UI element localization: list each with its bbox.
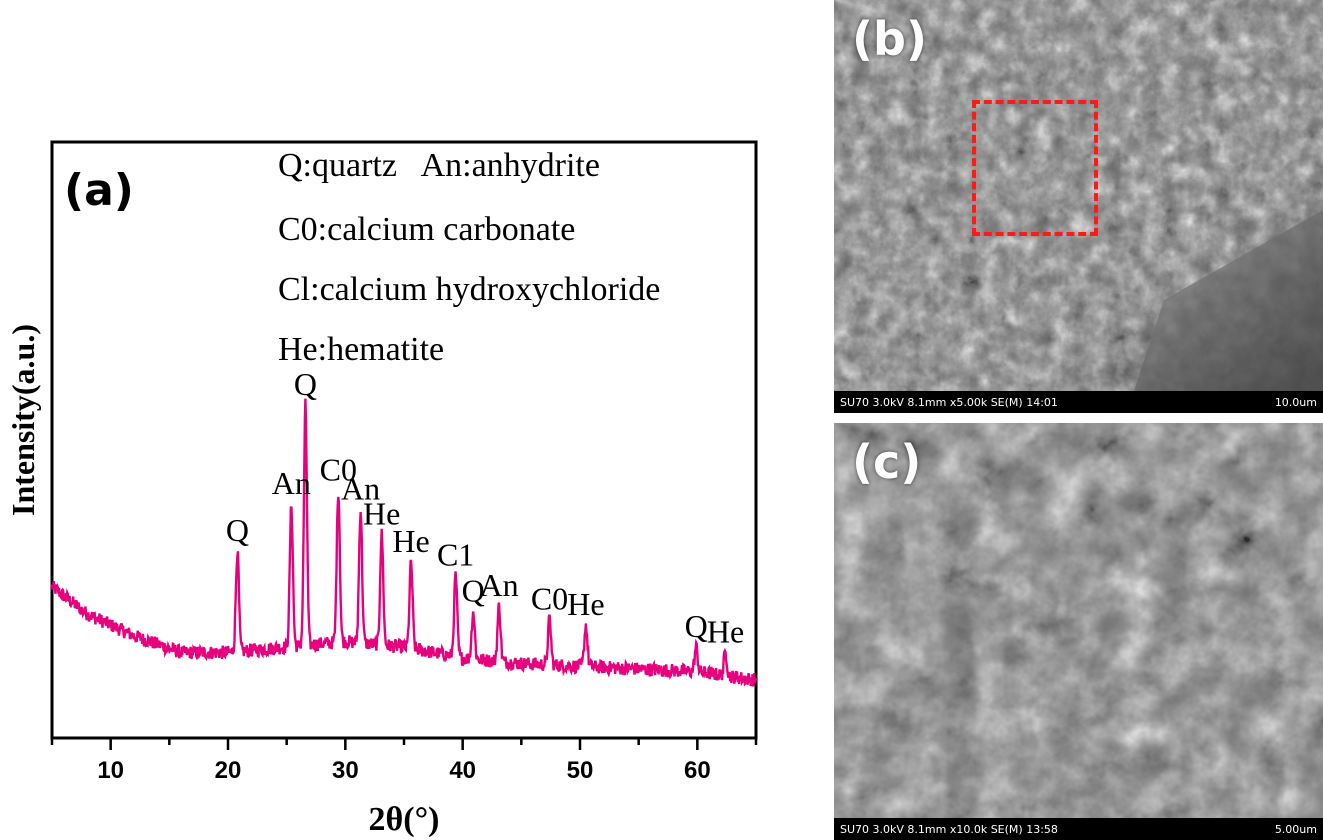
peak-label: Q bbox=[226, 512, 249, 548]
x-tick-label: 50 bbox=[567, 757, 594, 784]
x-axis bbox=[50, 738, 758, 750]
x-tick-label: 20 bbox=[215, 757, 242, 784]
y-axis-title: Intensity(a.u.) bbox=[5, 324, 41, 516]
x-tick-label: 60 bbox=[684, 757, 711, 784]
x-tick-label: 30 bbox=[332, 757, 359, 784]
legend-line-2: C0:calcium carbonate bbox=[278, 211, 575, 248]
peak-label: He bbox=[392, 523, 429, 559]
zoom-region-box bbox=[972, 100, 1098, 236]
peak-label: He bbox=[363, 495, 400, 531]
xrd-trace-line bbox=[50, 398, 758, 687]
peak-label: Q bbox=[294, 366, 317, 402]
sem-info-bar-b: SU70 3.0kV 8.1mm x5.00k SE(M) 14:01 10.0… bbox=[834, 391, 1323, 413]
peak-label: Q bbox=[462, 572, 485, 608]
peak-label: An bbox=[479, 567, 518, 603]
panel-label-a: (a) bbox=[64, 165, 134, 216]
legend-line-3: Cl:calcium hydroxychloride bbox=[278, 271, 660, 308]
peak-label: C0 bbox=[531, 581, 568, 617]
panel-label-b: (b) bbox=[852, 12, 927, 66]
sem-info-bar-c: SU70 3.0kV 8.1mm x10.0k SE(M) 13:58 5.00… bbox=[834, 818, 1323, 840]
peak-label: An bbox=[341, 471, 380, 507]
peak-label: He bbox=[567, 586, 604, 622]
x-tick-label: 40 bbox=[449, 757, 476, 784]
peak-label: An bbox=[272, 465, 311, 501]
peak-label: Q bbox=[685, 608, 708, 644]
peak-label: C1 bbox=[437, 537, 474, 573]
sem-image-b: (b) SU70 3.0kV 8.1mm x5.00k SE(M) 14:01 … bbox=[834, 0, 1323, 413]
legend-line-1: Q:quartz An:anhydrite bbox=[278, 147, 600, 184]
peak-label: C0 bbox=[320, 451, 357, 487]
x-tick-labels: 10 20 30 40 50 60 bbox=[97, 757, 710, 784]
panel-label-c: (c) bbox=[852, 435, 922, 489]
x-axis-title: 2θ(°) bbox=[369, 801, 440, 838]
sem-info-b: SU70 3.0kV 8.1mm x5.00k SE(M) 14:01 bbox=[840, 395, 1058, 409]
scale-label-c: 5.00um bbox=[1274, 822, 1317, 836]
peak-label: He bbox=[707, 614, 744, 650]
sem-image-c: (c) SU70 3.0kV 8.1mm x10.0k SE(M) 13:58 … bbox=[834, 423, 1323, 840]
sem-texture-b bbox=[834, 0, 1323, 391]
scale-label-b: 10.0um bbox=[1274, 395, 1317, 409]
sem-texture-c bbox=[834, 423, 1323, 818]
legend-line-4: He:hematite bbox=[278, 331, 444, 368]
x-tick-label: 10 bbox=[97, 757, 124, 784]
sem-info-c: SU70 3.0kV 8.1mm x10.0k SE(M) 13:58 bbox=[840, 822, 1058, 836]
